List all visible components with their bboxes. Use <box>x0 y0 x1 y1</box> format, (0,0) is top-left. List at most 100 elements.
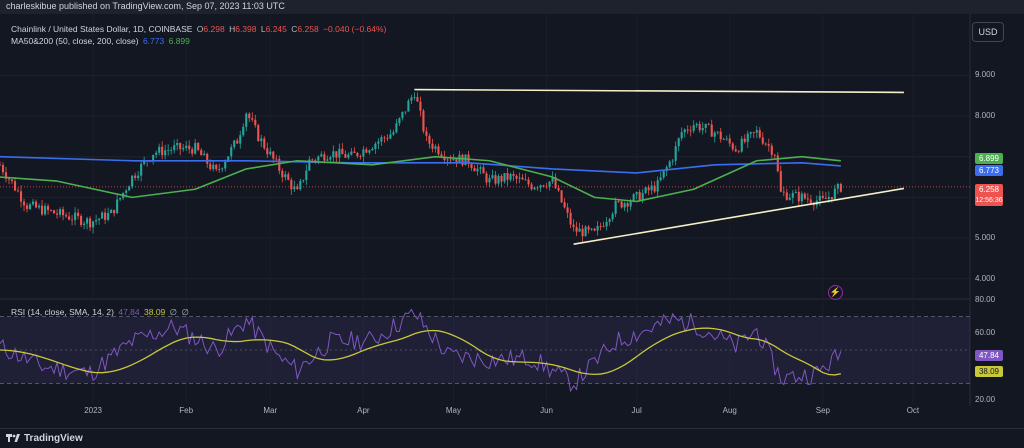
candle-body <box>641 192 644 201</box>
time-tick-label: Sep <box>815 406 830 415</box>
candle-body <box>428 135 431 144</box>
candle-body <box>749 132 752 134</box>
candle-body <box>539 185 542 188</box>
candle-body <box>578 228 581 232</box>
time-tick-label: Jun <box>540 406 554 415</box>
candle-body <box>59 209 62 215</box>
candle-body <box>95 219 98 222</box>
candle-body <box>40 205 44 215</box>
candle-body <box>386 137 389 139</box>
candle-body <box>500 175 503 182</box>
ma200-line <box>0 155 841 203</box>
ma-title: MA50&200 (50, close, 200, close) <box>11 36 139 46</box>
chart-area[interactable] <box>0 14 1024 428</box>
candle-body <box>470 163 473 169</box>
high-value: 6.398 <box>235 24 257 34</box>
candle-body <box>206 153 209 164</box>
candle-body <box>89 218 92 228</box>
candle-body <box>476 168 479 172</box>
candle-body <box>479 167 482 169</box>
candle-body <box>620 201 623 208</box>
candle-body <box>719 131 722 140</box>
candle-body <box>164 150 167 156</box>
chart-canvas[interactable] <box>0 14 1024 428</box>
rsi-sma-line <box>0 327 841 376</box>
candle-body <box>43 206 47 215</box>
candle-body <box>98 218 101 220</box>
close-label: C <box>291 24 298 34</box>
candle-body <box>338 148 341 158</box>
candle-body <box>431 143 434 149</box>
candle-body <box>188 145 191 150</box>
candle-body <box>248 113 251 119</box>
candle-body <box>113 209 116 214</box>
time-tick-label: Feb <box>179 406 194 415</box>
candle-body <box>158 146 161 153</box>
candle-body <box>818 195 821 201</box>
candle-body <box>218 169 221 171</box>
candle-body <box>125 190 128 193</box>
candle-body <box>374 143 377 149</box>
price-tick-label: 8.000 <box>975 111 996 121</box>
candle-body <box>572 224 575 228</box>
candle-body <box>37 205 41 208</box>
candle-body <box>275 158 278 160</box>
candle-body <box>317 156 320 161</box>
candle-body <box>131 175 134 187</box>
price-tick-label: 4.000 <box>975 273 996 283</box>
candle-body <box>650 185 653 191</box>
candle-body <box>242 126 245 136</box>
candle-body <box>389 134 392 139</box>
currency-button[interactable]: USD <box>972 22 1004 42</box>
rsi-tick-label: 20.00 <box>975 395 996 404</box>
rsi-legend[interactable]: RSI (14, close, SMA, 14, 2) 47.84 38.09 … <box>11 307 191 318</box>
low-value: 6.245 <box>265 24 287 34</box>
candle-body <box>704 123 707 128</box>
candle-body <box>548 181 551 187</box>
candle-body <box>632 194 635 202</box>
tradingview-logo-icon <box>6 434 20 442</box>
candle-body <box>215 164 218 170</box>
candle-body <box>701 127 704 131</box>
candle-body <box>194 142 197 154</box>
candle-body <box>674 146 677 161</box>
candle-body <box>404 111 407 113</box>
symbol-legend[interactable]: Chainlink / United States Dollar, 1D, CO… <box>11 24 388 34</box>
candle-body <box>290 179 293 190</box>
candle-body <box>326 159 329 161</box>
price-tick-label: 9.000 <box>975 70 996 80</box>
candle-body <box>179 142 182 150</box>
candle-body <box>662 170 665 178</box>
candle-body <box>209 163 212 170</box>
candle-body <box>284 174 287 178</box>
candle-body <box>34 201 38 208</box>
candle-body <box>83 223 86 225</box>
rsi-empty-1: ∅ <box>169 307 178 317</box>
candle-body <box>182 147 185 150</box>
last-price-value: 6.258 <box>978 185 1000 194</box>
candle-body <box>656 180 659 192</box>
candle-body <box>410 97 413 101</box>
candle-body <box>575 227 578 232</box>
candle-body <box>335 151 338 158</box>
candle-body <box>737 151 740 153</box>
candle-body <box>329 157 332 160</box>
candle-body <box>596 225 599 231</box>
candle-body <box>791 192 794 198</box>
candle-body <box>560 190 563 203</box>
candle-body <box>152 154 155 161</box>
candle-body <box>200 150 203 156</box>
candle-body <box>119 198 122 200</box>
ma-layer <box>0 155 841 203</box>
candle-body <box>827 197 830 199</box>
candle-body <box>533 187 536 190</box>
candle-body <box>497 175 500 184</box>
ma-legend[interactable]: MA50&200 (50, close, 200, close) 6.773 6… <box>11 36 192 46</box>
candle-body <box>203 153 206 156</box>
ma50-price-tag: 6.773 <box>975 165 1003 176</box>
candle-body <box>1 164 5 173</box>
candle-body <box>416 97 419 102</box>
candle-body <box>269 151 272 155</box>
candle-body <box>581 228 584 237</box>
lightning-icon[interactable]: ⚡ <box>828 285 843 300</box>
